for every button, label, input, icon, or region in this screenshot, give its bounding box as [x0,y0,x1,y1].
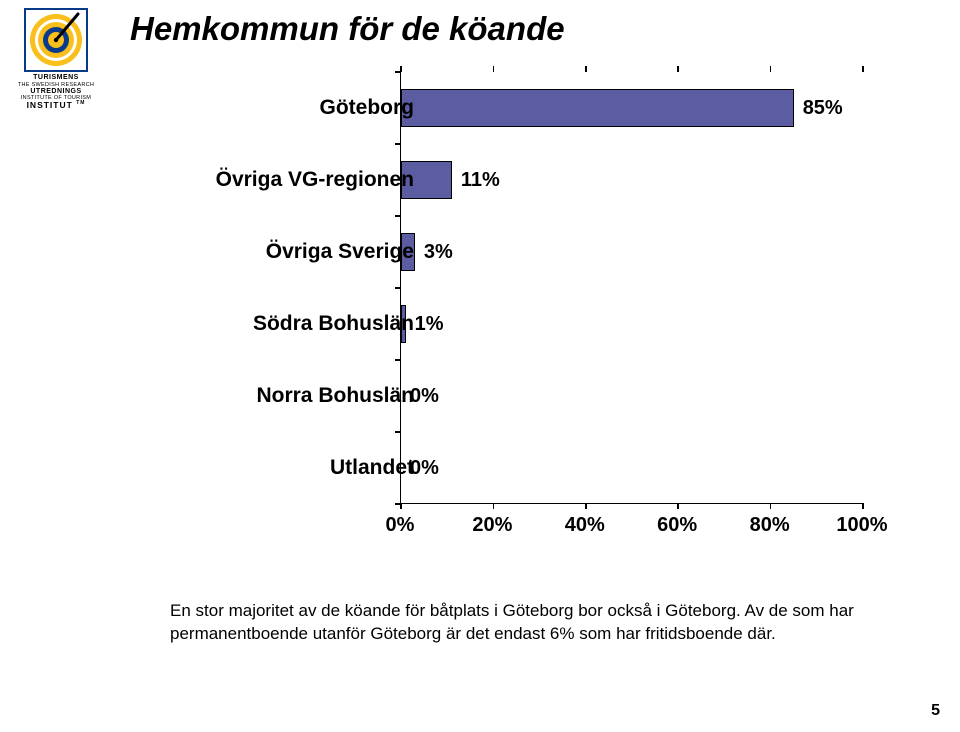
x-axis-label: 100% [836,514,887,537]
page: TURISMENS THE SWEDISH RESEARCH UTREDNING… [0,0,960,732]
value-label: 0% [410,432,439,504]
x-axis-label: 20% [472,514,512,537]
category-label: Utlandet [330,432,414,504]
tick-mark [585,503,587,509]
tick-mark [770,503,772,509]
value-label: 1% [415,288,444,360]
logo-line1: TURISMENS [10,74,102,82]
tick-mark [862,503,864,509]
tick-mark [493,503,495,509]
logo-text: TURISMENS THE SWEDISH RESEARCH UTREDNING… [10,74,102,111]
page-title: Hemkommun för de köande [130,10,565,48]
page-number: 5 [931,702,940,720]
category-label: Övriga VG-regionen [216,144,414,216]
x-axis-labels: 0%20%40%60%80%100% [400,514,862,538]
body-text: En stor majoritet av de köande för båtpl… [170,600,870,646]
plot-area [400,72,862,504]
tick-mark [677,503,679,509]
category-label: Norra Bohuslän [256,360,414,432]
tick-mark [493,66,495,72]
logo-mark [24,8,88,72]
x-axis-label: 0% [386,514,415,537]
tick-mark [677,66,679,72]
bar [401,89,794,127]
tick-mark [585,66,587,72]
logo-line3: UTREDNINGS [10,88,102,96]
value-label: 0% [410,360,439,432]
logo: TURISMENS THE SWEDISH RESEARCH UTREDNING… [10,8,102,111]
category-label: Övriga Sverige [266,216,414,288]
value-label: 85% [803,72,843,144]
tick-mark [862,66,864,72]
logo-line2: THE SWEDISH RESEARCH [10,82,102,88]
x-axis-label: 80% [750,514,790,537]
category-label: Södra Bohuslän [253,288,414,360]
tick-mark [770,66,772,72]
x-axis-label: 60% [657,514,697,537]
logo-line5: INSTITUT TM [10,101,102,110]
chart: 0% 20% 40% 60% 80% 100% Göteborg 85% Övriga VG-… [130,72,890,552]
value-label: 3% [424,216,453,288]
x-axis-label: 40% [565,514,605,537]
category-label: Göteborg [320,72,415,144]
value-label: 11% [461,144,500,216]
